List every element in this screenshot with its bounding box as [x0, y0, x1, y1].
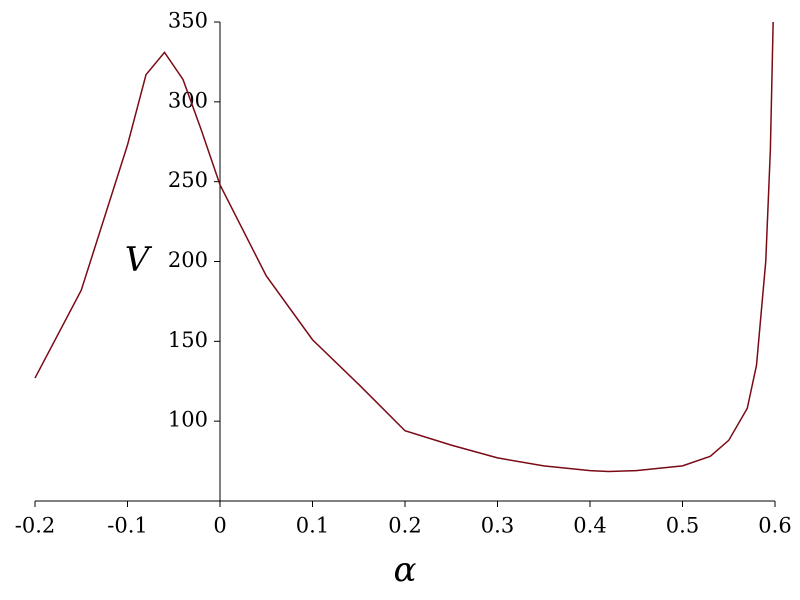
y-tick-label: 250 [168, 168, 208, 192]
x-tick-label: 0.4 [573, 514, 606, 538]
y-tick-label: 100 [168, 408, 208, 432]
y-tick-label: 350 [168, 9, 208, 33]
y-tick-label: 200 [168, 248, 208, 272]
x-tick-label: -0.2 [15, 514, 56, 538]
x-tick-label: -0.1 [107, 514, 148, 538]
line [34, 21, 774, 473]
x-tick-label: 0.3 [481, 514, 514, 538]
x-tick-label: 0.1 [296, 514, 329, 538]
y-axis-label: V [125, 240, 153, 280]
x-tick-label: 0.2 [388, 514, 421, 538]
x-tick-label: 0.5 [666, 514, 699, 538]
x-axis-label: α [394, 550, 417, 590]
x-tick-label: 0.6 [758, 514, 791, 538]
y-tick-label: 150 [168, 328, 208, 352]
x-tick-label: 0 [213, 514, 226, 538]
